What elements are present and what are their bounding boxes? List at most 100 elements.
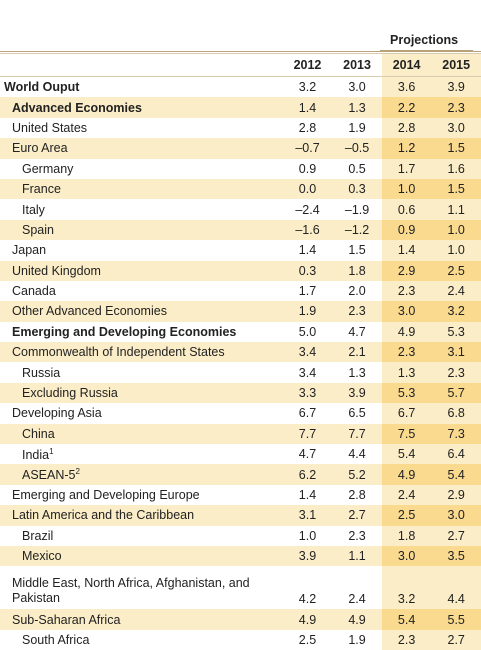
table-row: Euro Area –0.7 –0.5 1.2 1.5 (0, 138, 481, 159)
row-label: France (0, 178, 283, 200)
table-row: Germany 0.9 0.5 1.7 1.6 (0, 158, 481, 179)
table-row: Advanced Economies 1.4 1.3 2.2 2.3 (0, 97, 481, 118)
value-cell-2013: 4.4 (348, 447, 366, 462)
value-cell-2015: 1.5 (431, 178, 481, 200)
table-row: Excluding Russia 3.3 3.9 5.3 5.7 (0, 382, 481, 404)
value-cell-2014: 3.0 (381, 545, 432, 567)
row-label: United Kingdom (0, 260, 283, 281)
value-cell-2012: –1.6 (282, 219, 333, 241)
value-cell-2012: 1.9 (282, 301, 333, 322)
value-cell-2015: 2.3 (431, 362, 481, 383)
row-label-text: Developing Asia (12, 406, 102, 421)
row-label-text: Russia (22, 365, 61, 380)
value-cell-2014: 2.5 (381, 505, 432, 526)
value-cell-2012: 3.4 (298, 365, 317, 380)
value-cell-2012: 3.9 (282, 545, 333, 567)
value-cell-2013: 0.5 (348, 161, 366, 176)
footnote-marker: 2 (75, 467, 80, 477)
row-label: Excluding Russia (0, 382, 283, 404)
year-header: 2014 (381, 53, 432, 77)
row-label: Sub-Saharan Africa (0, 609, 283, 630)
row-label-text: India (22, 447, 50, 462)
table-row: Commonwealth of Independent States 3.4 2.1… (0, 342, 481, 363)
value-cell-2012: 1.4 (298, 243, 317, 258)
value-cell-2015: 3.1 (431, 342, 481, 363)
table-row: South Africa 2.5 1.9 2.3 2.7 (0, 629, 481, 650)
value-cell-2012: 3.1 (282, 505, 333, 526)
year-header-row: 2012 2013 2014 2015 (0, 53, 481, 77)
value-cell-2012: 6.7 (298, 406, 317, 421)
row-label-text: Emerging and Developing Economies (12, 324, 237, 339)
row-label: Commonwealth of Independent States (0, 342, 283, 363)
value-cell-2013: 5.2 (332, 464, 382, 485)
value-cell-2013: 2.3 (348, 528, 366, 543)
table-row: ASEAN-52 6.2 5.2 4.9 5.4 (0, 464, 481, 485)
row-label-text: World Ouput (4, 80, 80, 95)
value-cell-2015: 1.5 (431, 138, 481, 159)
table-row: Emerging and Developing Europe 1.4 2.8 2.4 2… (0, 484, 481, 506)
table-row: Other Advanced Economies 1.9 2.3 3.0 3.2 (0, 301, 481, 322)
row-label: Other Advanced Economies (0, 301, 283, 322)
value-cell-2012: 0.9 (298, 161, 317, 176)
value-cell-2012: 0.0 (282, 178, 333, 200)
value-cell-2014: 3.6 (381, 76, 432, 98)
row-label: Advanced Economies (0, 97, 283, 118)
projections-label: Projections (390, 33, 459, 47)
value-cell-2013: 1.9 (348, 120, 366, 135)
table-row: India1 4.7 4.4 5.4 6.4 (0, 444, 481, 465)
value-cell-2013: 3.9 (332, 382, 382, 404)
value-cell-2012: 2.8 (298, 120, 317, 135)
table-row: Brazil 1.0 2.3 1.8 2.7 (0, 525, 481, 546)
header-rule (0, 51, 481, 52)
value-cell-2015: 2.7 (431, 629, 481, 650)
value-cell-2012: 5.0 (298, 324, 317, 339)
value-cell-2013: 1.1 (332, 545, 382, 567)
value-cell-2015: 2.7 (431, 525, 481, 546)
value-cell-2014: 2.8 (381, 117, 432, 139)
value-cell-2015: 6.4 (431, 444, 481, 465)
row-label: Latin America and the Caribbean (0, 505, 283, 526)
value-cell-2013: 2.7 (332, 505, 382, 526)
row-label-text: Middle East, North Africa, Afghanistan, … (12, 576, 250, 606)
row-label-text: Brazil (22, 528, 54, 543)
value-cell-2012: 3.3 (282, 382, 333, 404)
row-label-text: United States (12, 120, 88, 135)
row-label: South Africa (0, 630, 283, 650)
year-header-blank (0, 53, 283, 77)
output-table: 2012 2013 2014 2015 World Ouput 3.2 3.0 3.6… (0, 53, 481, 650)
value-cell-2014: 7.5 (381, 423, 432, 445)
row-label: United States (0, 118, 283, 138)
value-cell-2015: 3.5 (431, 545, 481, 567)
table-row: Mexico 3.9 1.1 3.0 3.5 (0, 545, 481, 567)
value-cell-2013: –1.9 (344, 202, 370, 217)
value-cell-2015: 1.1 (431, 199, 481, 220)
value-cell-2015: 2.9 (431, 484, 481, 506)
value-cell-2014: 1.2 (381, 138, 432, 159)
value-cell-2015: 5.5 (431, 609, 481, 630)
value-cell-2013: 1.8 (332, 260, 382, 281)
row-label: Middle East, North Africa, Afghanistan, … (0, 566, 283, 609)
year-header: 2015 (431, 53, 481, 77)
row-label: Russia (0, 362, 283, 382)
value-cell-2012: 7.7 (282, 423, 333, 445)
row-label-text: Germany (22, 161, 74, 176)
row-label: Japan (0, 240, 283, 260)
projections-header: Projections (0, 30, 481, 51)
value-cell-2012: 1.0 (298, 528, 317, 543)
row-label: Canada (0, 281, 283, 301)
row-label: Euro Area (0, 138, 283, 159)
row-label: Brazil (0, 526, 283, 546)
value-cell-2012: –0.7 (282, 138, 333, 159)
value-cell-2012: –2.4 (295, 202, 320, 217)
value-cell-2015: 3.9 (431, 76, 481, 98)
table-row: Japan 1.4 1.5 1.4 1.0 (0, 240, 481, 261)
value-cell-2013: 6.5 (348, 406, 366, 421)
row-label-text: Excluding Russia (22, 386, 118, 401)
value-cell-2012: 2.5 (298, 632, 317, 647)
table-row: Russia 3.4 1.3 1.3 2.3 (0, 362, 481, 383)
value-cell-2014: 2.3 (381, 629, 432, 650)
row-label-text: Emerging and Developing Europe (12, 488, 200, 502)
value-cell-2015: 1.0 (431, 219, 481, 241)
value-cell-2014: 0.9 (381, 219, 432, 241)
row-label-text: Latin America and the Caribbean (12, 508, 195, 523)
